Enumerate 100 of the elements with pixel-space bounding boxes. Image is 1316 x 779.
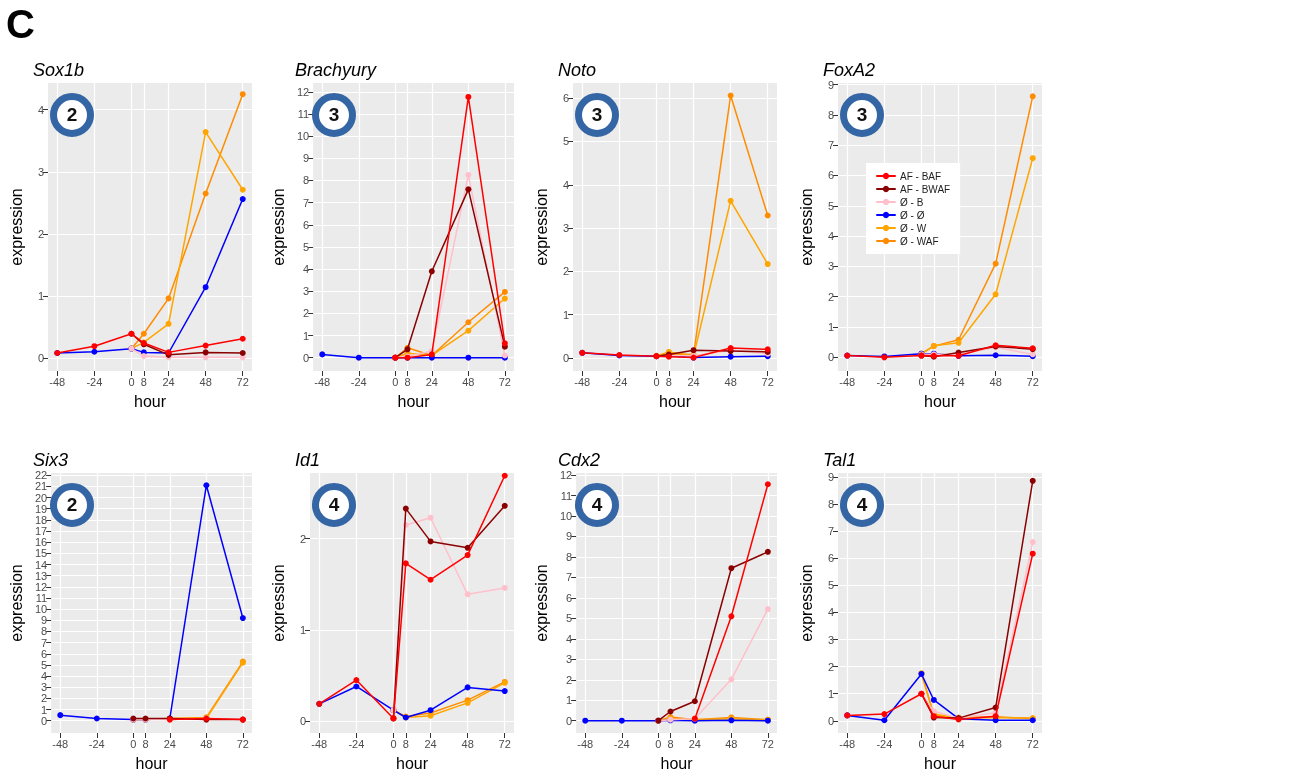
y-tick-label: 20 [34, 491, 48, 504]
x-tick-label: 24 [425, 375, 438, 388]
y-tick-label: 4 [827, 230, 834, 243]
y-tick-label: 3 [562, 222, 569, 235]
y-tick-label: 12 [296, 85, 310, 98]
y-axis-title: expression [532, 188, 550, 266]
x-tick-label: 8 [404, 375, 411, 388]
x-tick-label: 48 [989, 737, 1002, 750]
y-tick-label: 3 [303, 285, 310, 298]
y-tick-label: 8 [566, 550, 573, 563]
y-tick-label: 9 [827, 78, 834, 91]
x-axis-title: hour [133, 392, 167, 410]
x-tick-label: 8 [665, 375, 672, 388]
y-tick-label: 21 [34, 480, 48, 493]
y-tick-label: 11 [297, 108, 310, 121]
y-tick-label: 13 [34, 569, 48, 582]
y-tick-label: 9 [41, 614, 48, 627]
y-tick-label: 4 [41, 670, 48, 683]
x-tick-label: 48 [989, 375, 1002, 388]
y-tick-label: 10 [34, 603, 48, 616]
y-axis-title: expression [7, 564, 25, 642]
x-tick-label: 0 [918, 375, 925, 388]
x-tick-label: -24 [350, 375, 367, 388]
chart-title: Id1 [295, 450, 321, 470]
chart-title: Brachyury [295, 60, 378, 80]
x-tick-label: 0 [392, 375, 399, 388]
x-tick-label: 24 [952, 737, 965, 750]
y-tick-label: 7 [303, 196, 310, 209]
y-tick-label: 6 [562, 92, 569, 105]
y-tick-label: 3 [41, 681, 48, 694]
x-tick-label: 24 [687, 375, 700, 388]
x-tick-label: 8 [140, 375, 147, 388]
y-tick-label: 6 [566, 591, 573, 604]
x-tick-label: 0 [128, 375, 135, 388]
y-tick-label: 1 [299, 623, 306, 636]
x-tick-label: -48 [311, 737, 328, 750]
y-tick-label: 8 [827, 108, 834, 121]
y-tick-label: 10 [296, 130, 310, 143]
x-tick-label: 72 [498, 375, 511, 388]
y-axis-title: expression [797, 188, 815, 266]
y-tick-label: 3 [37, 165, 44, 178]
x-tick-label: 72 [236, 375, 249, 388]
chart-title: Sox1b [33, 60, 85, 80]
y-tick-label: 1 [827, 321, 834, 334]
x-tick-label: -24 [348, 737, 365, 750]
y-tick-label: 16 [34, 536, 48, 549]
legend-label: Ø - Ø [900, 209, 925, 221]
y-tick-label: 6 [41, 647, 48, 660]
y-tick-label: 9 [827, 471, 834, 484]
x-tick-label: -24 [613, 737, 630, 750]
y-tick-label: 1 [827, 687, 834, 700]
y-tick-label: 18 [34, 513, 48, 526]
y-tick-label: 14 [34, 558, 48, 571]
x-tick-label: 72 [761, 737, 774, 750]
x-tick-label: 0 [918, 737, 925, 750]
y-tick-label: 5 [562, 135, 569, 148]
x-tick-label: -48 [577, 737, 594, 750]
y-tick-label: 1 [37, 289, 44, 302]
y-tick-label: 10 [559, 509, 573, 522]
x-tick-label: 72 [236, 737, 249, 750]
x-tick-label: -48 [839, 737, 856, 750]
x-tick-label: 8 [402, 737, 409, 750]
y-tick-label: 19 [34, 502, 48, 515]
x-tick-label: 8 [930, 375, 937, 388]
y-tick-label: 2 [827, 290, 834, 303]
y-tick-label: 2 [303, 307, 310, 320]
x-axis-title: hour [923, 754, 957, 772]
y-axis-title: expression [7, 188, 25, 266]
x-axis-title: hour [658, 392, 692, 410]
x-tick-label: -24 [876, 737, 893, 750]
y-tick-label: 6 [827, 552, 834, 565]
x-tick-label: -24 [611, 375, 628, 388]
x-tick-label: 48 [200, 737, 213, 750]
x-tick-label: 48 [462, 375, 475, 388]
chart-title: Noto [558, 60, 597, 80]
x-tick-label: -48 [839, 375, 856, 388]
x-tick-label: 0 [653, 375, 660, 388]
x-tick-label: 48 [199, 375, 212, 388]
y-tick-label: 8 [303, 174, 310, 187]
y-tick-label: 4 [566, 632, 573, 645]
y-tick-label: 0 [827, 714, 834, 727]
x-tick-label: 8 [930, 737, 937, 750]
y-tick-label: 6 [303, 218, 310, 231]
y-tick-label: 1 [303, 329, 310, 342]
y-tick-label: 4 [562, 178, 569, 191]
y-tick-label: 0 [299, 715, 306, 728]
y-tick-label: 12 [34, 580, 48, 593]
chart-title: Six3 [33, 450, 69, 470]
x-tick-label: 24 [952, 375, 965, 388]
y-tick-label: 2 [37, 227, 44, 240]
x-tick-label: 72 [1026, 737, 1039, 750]
y-tick-label: 7 [566, 571, 573, 584]
x-tick-label: -48 [314, 375, 331, 388]
y-tick-label: 1 [562, 308, 569, 321]
y-axis-title: expression [269, 564, 287, 642]
x-tick-label: 48 [725, 737, 738, 750]
x-tick-label: 8 [142, 737, 149, 750]
y-tick-label: 3 [827, 260, 834, 273]
y-tick-label: 0 [37, 351, 44, 364]
legend-label: Ø - B [900, 196, 924, 208]
